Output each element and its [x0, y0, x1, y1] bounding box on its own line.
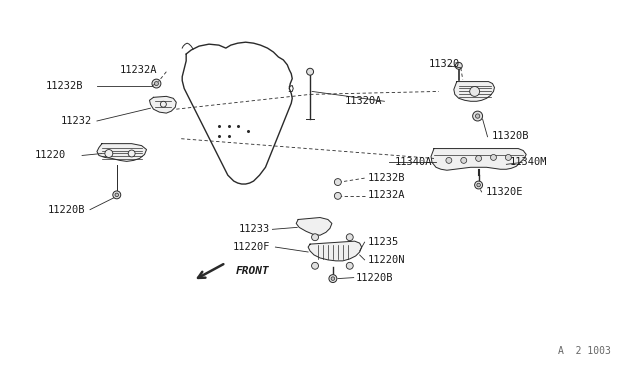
Text: 11320A: 11320A [345, 96, 382, 106]
Text: 11220B: 11220B [47, 205, 85, 215]
Text: 11232A: 11232A [367, 190, 405, 200]
Circle shape [506, 154, 511, 160]
Polygon shape [431, 148, 526, 170]
Text: 11235: 11235 [367, 237, 399, 247]
Circle shape [477, 183, 481, 187]
Polygon shape [296, 218, 332, 235]
Circle shape [346, 262, 353, 269]
Circle shape [115, 193, 118, 197]
Text: 11320: 11320 [429, 59, 460, 69]
Circle shape [490, 154, 497, 160]
Circle shape [476, 155, 481, 161]
Circle shape [161, 101, 166, 107]
Text: 11220B: 11220B [356, 273, 393, 283]
Circle shape [152, 79, 161, 88]
Circle shape [334, 179, 341, 186]
Text: 11220N: 11220N [367, 255, 405, 265]
Circle shape [105, 150, 113, 157]
Text: 11232: 11232 [60, 116, 92, 126]
Text: A  2 1003: A 2 1003 [558, 346, 611, 356]
Polygon shape [308, 241, 362, 261]
Circle shape [475, 181, 483, 189]
Polygon shape [454, 81, 495, 101]
Circle shape [331, 277, 335, 280]
Text: 11232B: 11232B [45, 80, 83, 90]
Polygon shape [150, 96, 176, 113]
Circle shape [476, 114, 480, 118]
Circle shape [470, 87, 479, 96]
Text: 11220F: 11220F [233, 242, 270, 252]
Circle shape [455, 62, 462, 69]
Circle shape [128, 150, 135, 157]
Text: FRONT: FRONT [236, 266, 269, 276]
Circle shape [446, 157, 452, 163]
Circle shape [473, 111, 483, 121]
Text: 11320E: 11320E [486, 187, 523, 197]
Text: 11232B: 11232B [367, 173, 405, 183]
Text: 11340M: 11340M [509, 157, 547, 167]
Text: 11320B: 11320B [492, 131, 529, 141]
Circle shape [312, 234, 319, 241]
Circle shape [312, 262, 319, 269]
Circle shape [329, 275, 337, 283]
Circle shape [461, 157, 467, 163]
Polygon shape [97, 144, 147, 161]
Text: 11340A: 11340A [394, 157, 432, 167]
Text: 11220: 11220 [35, 150, 66, 160]
Circle shape [113, 191, 121, 199]
Circle shape [346, 234, 353, 241]
Text: 11233: 11233 [239, 224, 270, 234]
Circle shape [334, 192, 341, 199]
Text: 11232A: 11232A [120, 65, 157, 75]
Circle shape [307, 68, 314, 75]
Circle shape [154, 81, 159, 86]
